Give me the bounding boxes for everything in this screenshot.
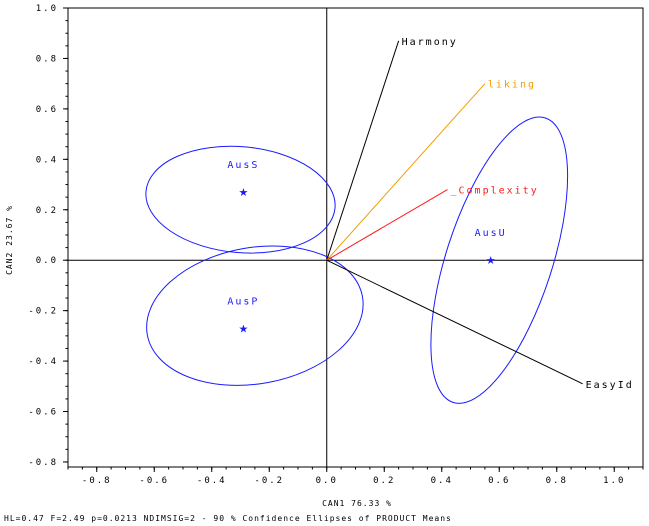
- y-tick-label: 0.0: [36, 256, 58, 266]
- x-tick-label: 1.0: [603, 476, 625, 486]
- vector-line-easyid: [326, 259, 583, 385]
- point-marker-ausp: ★: [238, 322, 248, 335]
- y-tick-label: 1.0: [36, 4, 58, 14]
- x-tick-label: 0.6: [488, 476, 510, 486]
- x-tick-label: -0.8: [82, 476, 112, 486]
- x-tick-label: -0.4: [197, 476, 227, 486]
- y-tick-label: 0.8: [36, 54, 58, 64]
- confidence-ellipse-ausp: [146, 245, 364, 386]
- x-tick-label: -0.6: [139, 476, 169, 486]
- x-tick-label: 0.8: [546, 476, 568, 486]
- point-label-auss: AusS: [227, 160, 259, 171]
- y-tick-label: -0.6: [28, 408, 58, 418]
- x-tick-label: 0.4: [431, 476, 453, 486]
- vector-label-easyid: EasyId: [586, 380, 634, 391]
- confidence-ellipse-auss: [145, 145, 336, 254]
- y-tick-label: -0.4: [28, 357, 58, 367]
- x-tick-label: 0.2: [373, 476, 395, 486]
- vector-line-complexity: [326, 189, 448, 261]
- x-tick-label: -0.2: [254, 476, 284, 486]
- vector-label-complexity: _Complexity: [451, 186, 539, 197]
- x-axis-label: CAN1 76.33 %: [322, 499, 392, 508]
- y-tick-label: 0.6: [36, 105, 58, 115]
- biplot-chart: -0.8 -0.6 -0.4 -0.2 0.0 0.2 0.4 0.6 0.8 1.0 -0.8 -0…: [5, 4, 644, 508]
- y-tick-label: -0.8: [28, 458, 58, 468]
- vector-label-harmony: Harmony: [402, 37, 458, 48]
- y-tick-label: -0.2: [28, 307, 58, 317]
- point-marker-auss: ★: [238, 186, 248, 199]
- footnote: HL=0.47 F=2.49 p=0.0213 NDIMSIG=2 - 90 %…: [4, 514, 452, 523]
- y-tick-label: 0.2: [36, 206, 58, 216]
- vector-line-liking: [326, 83, 486, 261]
- y-axis-label: CAN2 23.67 %: [5, 205, 14, 275]
- x-tick-label: 0.0: [316, 476, 338, 486]
- point-label-ausu: AusU: [475, 228, 507, 239]
- point-label-ausp: AusP: [227, 296, 259, 307]
- vector-label-liking: liking: [488, 80, 536, 91]
- point-marker-ausu: ★: [486, 254, 496, 267]
- plot-frame: [67, 7, 644, 468]
- vector-line-harmony: [326, 40, 400, 261]
- confidence-ellipse-ausu: [430, 116, 569, 404]
- y-tick-label: 0.4: [36, 155, 58, 165]
